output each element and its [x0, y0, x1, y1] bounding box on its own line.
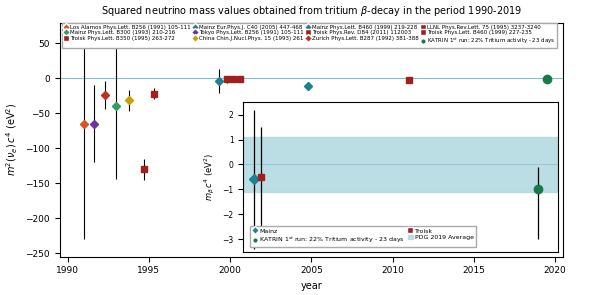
- X-axis label: year: year: [301, 281, 322, 291]
- Y-axis label: $m^2(\nu_e)\,c^4$ (eV$^2$): $m^2(\nu_e)\,c^4$ (eV$^2$): [4, 103, 20, 176]
- Legend: Los Alamos Phys.Lett. B256 (1991) 105-111, Mainz Phys.Lett. B300 (1993) 210-216,: Los Alamos Phys.Lett. B256 (1991) 105-11…: [62, 23, 557, 48]
- Text: 2019.5: 2019.5: [515, 26, 547, 35]
- Text: 2000: 2000: [211, 26, 233, 35]
- Title: Squared neutrino mass values obtained from tritium $\beta$-decay in the period 1: Squared neutrino mass values obtained fr…: [101, 4, 522, 18]
